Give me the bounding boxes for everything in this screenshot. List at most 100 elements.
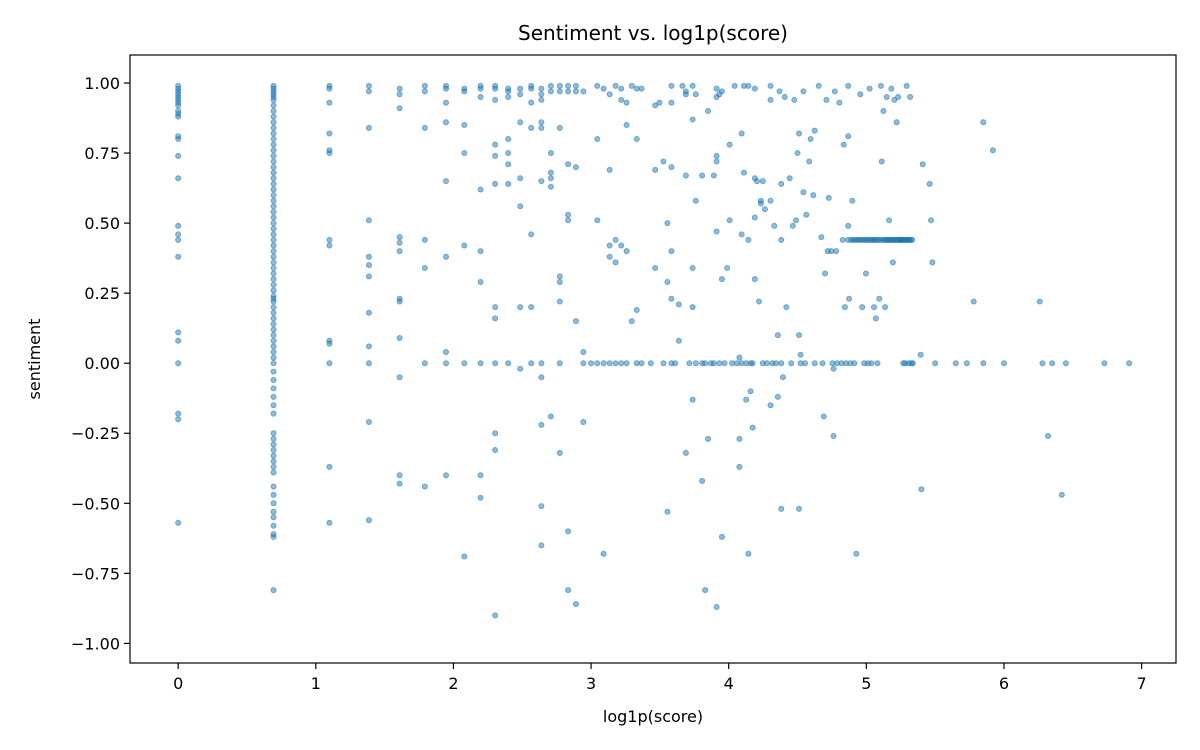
data-point [492,315,499,322]
data-point [713,603,720,610]
data-point [538,374,545,381]
data-point [731,82,738,89]
data-point [767,402,774,409]
data-point [396,374,403,381]
data-point [606,166,613,173]
data-point [175,113,182,120]
data-point [175,236,182,243]
data-point [538,360,545,367]
data-point [270,514,277,521]
data-point [270,522,277,529]
data-point [718,276,725,283]
data-point [779,374,786,381]
data-point [528,360,535,367]
data-point [818,234,825,241]
data-point [547,150,554,157]
data-point [270,320,277,327]
data-point [556,278,563,285]
x-tick-label: 0 [173,674,183,693]
data-point [759,178,766,185]
data-point [547,169,554,176]
data-point [175,360,182,367]
data-point [773,360,780,367]
data-point [505,360,512,367]
data-point [702,587,709,594]
data-point [442,253,449,260]
x-tick-label: 4 [724,674,734,693]
data-point [846,295,853,302]
data-point [980,119,987,126]
data-point [778,505,785,512]
data-point [270,533,277,540]
data-point [270,452,277,459]
data-point [660,360,667,367]
x-tick-label: 5 [861,674,871,693]
data-point [1062,360,1069,367]
data-point [492,304,499,311]
data-point [692,197,699,204]
data-point [270,248,277,255]
data-point [461,150,468,157]
x-tick-label: 3 [586,674,596,693]
data-point [1045,433,1052,440]
data-point [517,203,524,210]
data-point [830,433,837,440]
data-point [175,410,182,417]
data-point [270,108,277,115]
data-point [270,332,277,339]
data-point [326,99,333,106]
data-point [692,360,699,367]
data-point [270,141,277,148]
data-point [710,172,717,179]
data-point [492,96,499,103]
data-point [679,82,686,89]
data-point [618,96,625,103]
data-point [556,449,563,456]
data-point [556,82,563,89]
data-point [477,494,484,501]
data-point [623,248,630,255]
x-tick-label: 1 [311,674,321,693]
data-point [849,197,856,204]
data-point [517,119,524,126]
data-point [1039,360,1046,367]
data-point [606,360,613,367]
data-point [270,124,277,131]
data-point [528,304,535,311]
data-point [270,231,277,238]
data-point [270,220,277,227]
data-point [774,393,781,400]
data-point [755,298,762,305]
data-point [556,273,563,280]
data-point [628,318,635,325]
data-point [326,130,333,137]
data-point [893,119,900,126]
data-point [672,360,679,367]
data-point [810,192,817,199]
data-point [857,91,864,98]
data-point [726,141,733,148]
data-point [565,217,572,224]
data-point [396,234,403,241]
data-point [270,158,277,165]
data-point [580,348,587,355]
data-point [175,329,182,336]
data-point [675,337,682,344]
data-point [442,348,449,355]
data-point [729,360,736,367]
data-point [538,421,545,428]
data-point [326,236,333,243]
data-point [745,236,752,243]
data-point [175,231,182,238]
y-tick-label: 0.50 [84,214,120,233]
data-point [788,360,795,367]
y-tick-label: 0.00 [84,354,120,373]
data-point [477,85,484,92]
data-point [565,211,572,218]
data-point [600,550,607,557]
x-tick-label: 2 [448,674,458,693]
x-tick-label: 7 [1136,674,1146,693]
data-point [477,186,484,193]
data-point [866,85,873,92]
data-point [886,217,893,224]
